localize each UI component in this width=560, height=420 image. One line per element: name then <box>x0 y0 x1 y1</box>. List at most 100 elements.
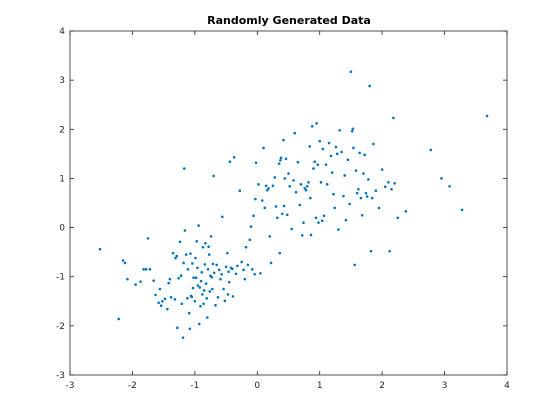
data-point <box>358 151 361 155</box>
data-point <box>248 238 252 242</box>
data-point <box>335 152 339 156</box>
data-point <box>350 129 354 133</box>
data-point <box>206 316 209 319</box>
plot-area <box>69 30 508 376</box>
data-point <box>209 235 213 238</box>
x-tick-label: 2 <box>379 381 385 391</box>
data-point <box>202 302 205 306</box>
data-point <box>216 296 220 299</box>
y-tick-label: -1 <box>56 273 65 283</box>
data-point <box>282 204 286 208</box>
data-point <box>277 162 281 165</box>
data-point <box>189 252 192 255</box>
data-point <box>309 233 313 237</box>
data-point <box>267 186 270 190</box>
data-point <box>252 214 255 218</box>
data-point <box>253 272 257 276</box>
data-point <box>388 249 391 253</box>
data-point <box>134 283 137 286</box>
data-point <box>279 156 283 160</box>
data-point <box>179 274 183 278</box>
data-point <box>240 260 243 264</box>
data-point <box>380 168 384 171</box>
data-point <box>194 256 197 260</box>
data-point <box>337 228 340 231</box>
y-tick-label: 4 <box>59 27 65 37</box>
data-point <box>404 210 408 213</box>
data-point <box>211 287 214 291</box>
data-point <box>303 186 307 190</box>
data-point <box>299 183 303 186</box>
data-point <box>342 194 345 198</box>
x-tick-label: 1 <box>317 381 323 391</box>
data-point <box>208 290 212 293</box>
data-point <box>144 268 148 271</box>
data-point <box>285 213 289 217</box>
data-point <box>207 245 210 249</box>
data-point <box>302 221 305 224</box>
data-point <box>186 297 189 300</box>
data-point <box>393 182 396 185</box>
data-point <box>329 154 333 158</box>
data-point <box>139 280 142 283</box>
x-tick-label: 3 <box>442 381 448 391</box>
data-point <box>231 295 235 298</box>
data-point <box>293 131 297 135</box>
data-point <box>308 145 312 148</box>
data-point <box>313 160 317 164</box>
data-point <box>349 70 353 74</box>
data-point <box>220 272 224 276</box>
data-point <box>344 218 348 222</box>
data-point <box>367 178 370 181</box>
data-point <box>190 295 194 299</box>
data-point <box>238 189 242 193</box>
data-point <box>369 249 373 253</box>
data-point <box>305 184 309 188</box>
data-point <box>159 304 163 308</box>
data-point <box>234 272 238 276</box>
data-point <box>440 177 443 180</box>
data-point <box>157 301 160 305</box>
y-tick-label: 1 <box>59 174 65 184</box>
data-point <box>197 224 200 227</box>
data-point <box>202 289 206 292</box>
data-point <box>259 271 262 275</box>
data-point <box>221 215 224 219</box>
data-point <box>383 185 387 189</box>
data-point <box>201 293 204 296</box>
data-point <box>154 293 157 297</box>
data-point <box>320 219 324 222</box>
data-point <box>298 203 302 207</box>
data-point <box>296 160 300 164</box>
data-point <box>362 172 365 175</box>
data-point <box>365 195 369 198</box>
data-point <box>187 311 191 315</box>
x-tick-label: -3 <box>66 381 75 391</box>
data-point <box>274 205 278 208</box>
data-point <box>280 212 284 216</box>
data-point <box>263 206 267 210</box>
x-tick-label: 0 <box>254 381 260 391</box>
x-tick-labels: -3 -2 -1 0 1 2 3 4 <box>66 381 511 391</box>
data-point <box>212 174 215 178</box>
data-point <box>244 245 248 249</box>
data-point <box>353 263 356 267</box>
data-point <box>232 155 236 159</box>
data-point <box>186 268 190 271</box>
data-point <box>180 302 184 306</box>
data-point <box>372 142 375 146</box>
data-point <box>207 253 211 256</box>
data-point <box>182 167 186 170</box>
data-point <box>196 266 199 270</box>
data-point <box>300 234 304 237</box>
data-point <box>333 206 336 210</box>
data-point <box>214 303 217 307</box>
data-point <box>203 263 207 266</box>
data-point <box>123 261 127 265</box>
data-point <box>309 196 312 200</box>
data-point <box>387 181 390 184</box>
y-tick-label: -3 <box>56 371 65 381</box>
data-point <box>327 141 331 145</box>
x-tick-label: -2 <box>128 381 137 391</box>
data-point <box>236 264 239 268</box>
